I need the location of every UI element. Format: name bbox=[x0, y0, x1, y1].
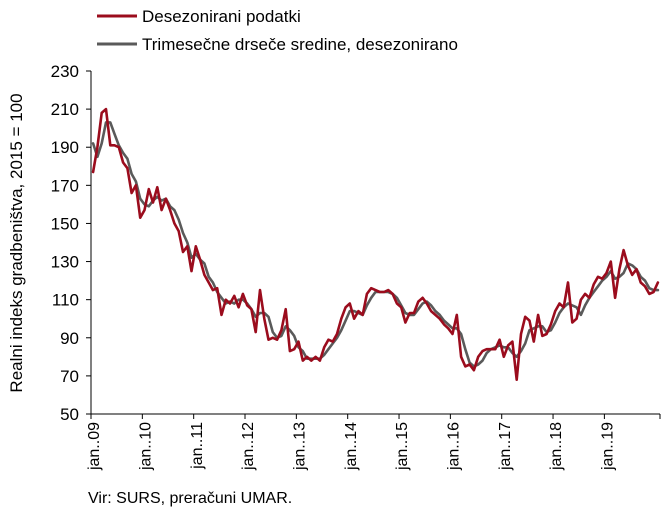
y-tick-label: 50 bbox=[60, 405, 79, 424]
y-tick-label: 70 bbox=[60, 367, 79, 386]
x-tick-label: jan..12 bbox=[240, 422, 257, 471]
x-tick-label: jan..14 bbox=[343, 422, 360, 471]
y-tick-label: 170 bbox=[51, 176, 79, 195]
x-tick-label: jan..10 bbox=[137, 422, 154, 471]
y-ticks: 50 70 90 110 130 150 170 190 210 230 bbox=[51, 62, 91, 424]
series-line-moving-average bbox=[91, 121, 660, 368]
y-tick-label: 130 bbox=[51, 253, 79, 272]
x-tick-label: jan..09 bbox=[86, 422, 103, 471]
y-tick-label: 110 bbox=[52, 291, 79, 310]
x-tick-label: jan..11 bbox=[189, 422, 206, 470]
series-line-seasonally-adjusted bbox=[91, 107, 660, 382]
y-tick-label: 90 bbox=[60, 329, 79, 348]
x-ticks: jan..09 jan..10 jan..11 jan..12 jan..13 jan..… bbox=[86, 414, 661, 471]
x-tick-label: jan..13 bbox=[291, 422, 308, 471]
legend-label-moving-average: Trimesečne drseče sredine, desezonirano bbox=[142, 35, 458, 54]
x-tick-label: jan..16 bbox=[446, 422, 463, 471]
plot-lines bbox=[91, 107, 660, 382]
x-tick-label: jan..19 bbox=[600, 422, 617, 471]
x-tick-label: jan..18 bbox=[548, 422, 565, 471]
x-tick-label: jan..15 bbox=[394, 422, 411, 471]
legend-label-seasonally-adjusted: Desezonirani podatki bbox=[142, 7, 301, 26]
y-tick-label: 210 bbox=[51, 100, 79, 119]
y-tick-label: 230 bbox=[51, 62, 79, 81]
source-note: Vir: SURS, preračuni UMAR. bbox=[88, 490, 293, 507]
x-tick-label: jan..17 bbox=[497, 422, 514, 471]
y-tick-label: 150 bbox=[51, 214, 79, 233]
y-tick-label: 190 bbox=[51, 138, 79, 157]
legend: Desezonirani podatki Trimesečne drseče s… bbox=[97, 7, 458, 54]
y-axis-title: Realni indeks gradbeništva, 2015 = 100 bbox=[7, 93, 26, 392]
